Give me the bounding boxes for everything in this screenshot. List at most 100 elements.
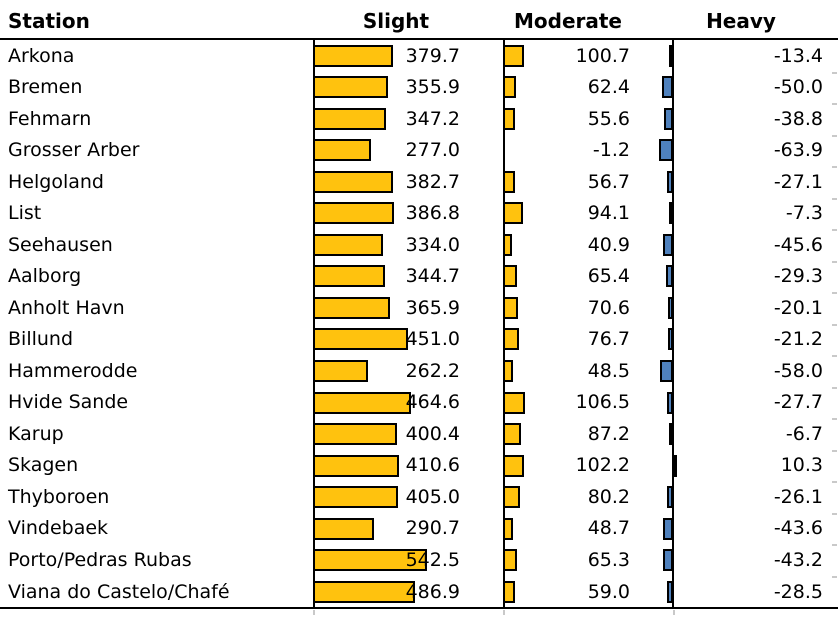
table-row: Skagen 410.6 102.2 10.3 (0, 450, 838, 482)
heavy-value: 10.3 (780, 454, 823, 477)
slight-bar (313, 517, 375, 540)
slight-bar (313, 359, 369, 382)
row-separator-tick (832, 166, 837, 169)
slight-bar (313, 423, 398, 446)
slight-bar (313, 76, 388, 99)
heavy-bar (668, 202, 673, 225)
slight-value: 400.4 (405, 422, 460, 445)
header-rule (0, 37, 838, 40)
slight-value: 379.7 (405, 44, 460, 67)
moderate-value: 106.5 (575, 391, 630, 414)
slight-bar (313, 265, 386, 288)
row-separator-tick (832, 355, 837, 358)
station-name: Grosser Arber (8, 139, 140, 162)
moderate-bar (503, 328, 520, 351)
slight-bar (313, 454, 400, 477)
slight-bar (313, 44, 393, 67)
station-name: Skagen (8, 454, 79, 477)
slight-bar (313, 580, 416, 603)
moderate-value: 59.0 (587, 580, 630, 603)
moderate-value: 100.7 (575, 44, 630, 67)
table-row: Viana do Castelo/Chafé 486.9 59.0 -28.5 (0, 577, 838, 609)
slight-value: 365.9 (405, 296, 460, 319)
moderate-value: -1.2 (592, 139, 630, 162)
row-separator-tick (832, 576, 837, 578)
slight-bar (313, 233, 384, 256)
axis-foot-tick (313, 610, 315, 615)
station-name: Bremen (8, 76, 83, 99)
station-name: Viana do Castelo/Chafé (8, 580, 230, 603)
moderate-bar (503, 107, 515, 130)
station-name: Anholt Havn (8, 296, 125, 319)
moderate-bar (503, 423, 522, 446)
heavy-bar (666, 265, 673, 288)
slight-value: 486.9 (405, 580, 460, 603)
slight-value: 290.7 (405, 517, 460, 540)
row-separator-tick (832, 292, 837, 295)
bottom-rule (0, 607, 838, 609)
heavy-value: -38.8 (773, 107, 823, 130)
station-name: Arkona (8, 44, 75, 67)
column-header-slight: Slight (362, 9, 430, 33)
heavy-bar (668, 423, 673, 446)
heavy-value: -58.0 (773, 359, 823, 382)
slight-value: 386.8 (405, 202, 460, 225)
table-row: Aalborg 344.7 65.4 -29.3 (0, 261, 838, 293)
slight-value: 410.6 (405, 454, 460, 477)
heavy-value: -27.7 (773, 391, 823, 414)
column-header-station: Station (8, 9, 90, 33)
heavy-value: -43.2 (773, 548, 823, 571)
heavy-value: -21.2 (773, 328, 823, 351)
table-row: Anholt Havn 365.9 70.6 -20.1 (0, 293, 838, 325)
row-separator-tick (832, 260, 837, 263)
slight-bar (313, 139, 372, 162)
row-separator-tick (832, 512, 837, 515)
table-row: Hammerodde 262.2 48.5 -58.0 (0, 356, 838, 388)
heavy-bar (668, 328, 673, 351)
moderate-value: 62.4 (587, 76, 630, 99)
slight-value: 451.0 (405, 328, 460, 351)
table-row: List 386.8 94.1 -7.3 (0, 198, 838, 230)
heavy-value: -7.3 (785, 202, 823, 225)
moderate-value: 48.5 (587, 359, 630, 382)
slight-bar (313, 549, 427, 572)
moderate-value: 48.7 (587, 517, 630, 540)
row-separator-tick (832, 449, 837, 452)
axis-foot-tick (672, 610, 675, 615)
heavy-bar (662, 233, 673, 256)
table-row: Hvide Sande 464.6 106.5 -27.7 (0, 387, 838, 419)
moderate-bar (503, 170, 515, 193)
slight-bar (313, 202, 395, 225)
heavy-value: -45.6 (773, 233, 823, 256)
table-row: Helgoland 382.7 56.7 -27.1 (0, 167, 838, 199)
rows: Arkona 379.7 100.7 -13.4 Bremen 355.9 62.4 -50.… (0, 41, 838, 608)
slight-axis-line (312, 39, 315, 608)
moderate-bar (503, 76, 517, 99)
table-row: Bremen 355.9 62.4 -50.0 (0, 72, 838, 104)
moderate-value: 80.2 (587, 485, 630, 508)
heavy-value: -13.4 (773, 44, 823, 67)
slight-bar (313, 486, 399, 509)
moderate-bar (503, 202, 523, 225)
moderate-value: 55.6 (587, 107, 630, 130)
slight-bar (313, 296, 390, 319)
station-name: Hvide Sande (8, 391, 129, 414)
slight-value: 277.0 (405, 139, 460, 162)
heavy-bar (660, 359, 673, 382)
station-name: List (8, 202, 42, 225)
moderate-value: 102.2 (575, 454, 630, 477)
heavy-value: -26.1 (773, 485, 823, 508)
heavy-bar (668, 44, 673, 67)
moderate-bar (503, 359, 514, 382)
heavy-bar (666, 391, 673, 414)
moderate-bar (503, 296, 518, 319)
table-row: Fehmarn 347.2 55.6 -38.8 (0, 104, 838, 136)
table-row: Billund 451.0 76.7 -21.2 (0, 324, 838, 356)
heavy-bar (668, 296, 673, 319)
table-row: Grosser Arber 277.0 -1.2 -63.9 (0, 135, 838, 167)
station-name: Porto/Pedras Rubas (8, 548, 192, 571)
slight-bar (313, 391, 411, 414)
row-separator-tick (832, 197, 837, 200)
moderate-value: 56.7 (587, 170, 630, 193)
table-row: Seehausen 334.0 40.9 -45.6 (0, 230, 838, 262)
